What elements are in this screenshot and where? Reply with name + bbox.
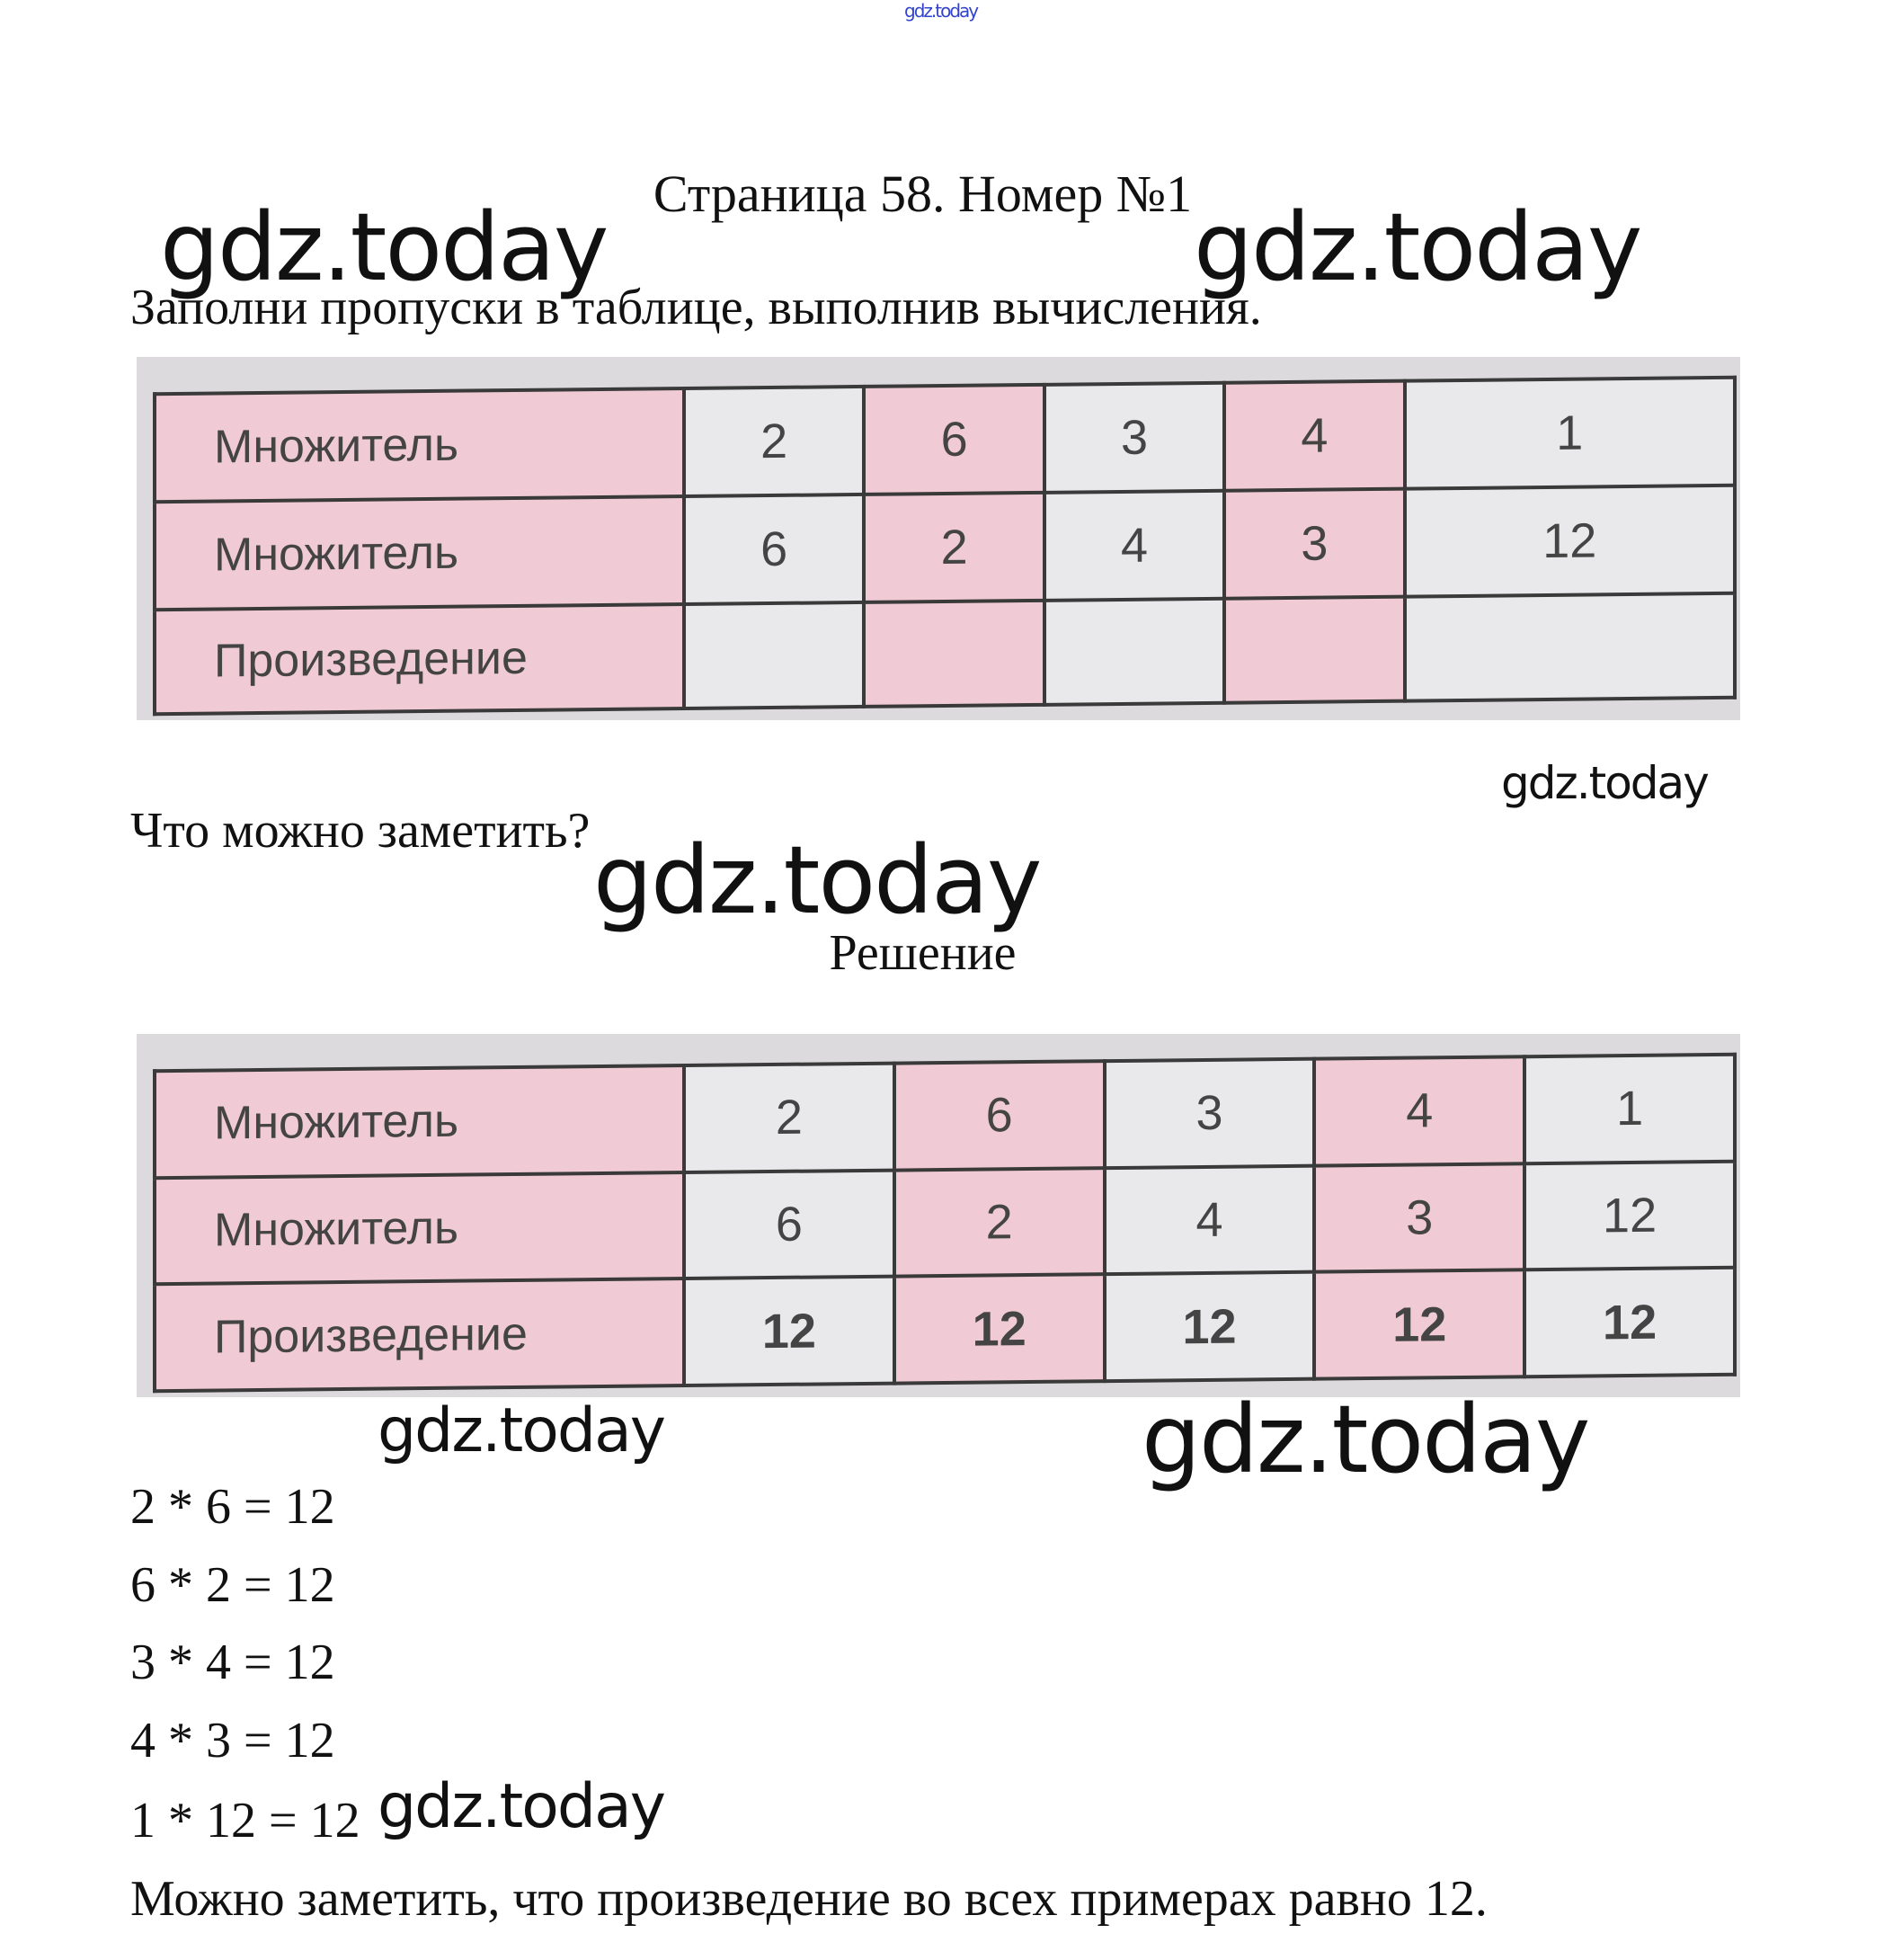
row-label: Произведение <box>155 603 684 715</box>
table-cell: 12 <box>1314 1270 1525 1379</box>
table-cell <box>864 600 1044 707</box>
watermark: gdz.today <box>1142 1385 1590 1494</box>
table-cell: 3 <box>1224 488 1405 599</box>
table-cell: 12 <box>1104 1272 1315 1382</box>
table-cell: 4 <box>1044 490 1225 601</box>
table-cell: 4 <box>1224 380 1405 491</box>
table-cell <box>1404 592 1735 701</box>
table-row: Множитель 2 6 3 4 1 <box>155 377 1735 503</box>
table-cell: 12 <box>893 1274 1105 1384</box>
table-cell: 4 <box>1104 1165 1315 1275</box>
table-row: Множитель 6 2 4 3 12 <box>155 1161 1735 1285</box>
solution-table: Множитель 2 6 3 4 1 Множитель 6 2 4 3 12 Произведени… <box>153 1053 1737 1393</box>
task-table-photo: Множитель 2 6 3 4 1 Множитель 6 2 4 3 12 Произведени… <box>137 357 1740 720</box>
conclusion-text: Можно заметить, что произведение во всех… <box>130 1871 1488 1927</box>
table-cell: 4 <box>1314 1056 1525 1166</box>
table-cell: 6 <box>864 384 1044 494</box>
row-label: Произведение <box>155 1278 684 1392</box>
table-cell: 2 <box>864 492 1044 602</box>
question-text: Что можно заметить? <box>130 803 591 859</box>
table-cell <box>1044 598 1225 705</box>
equation: 6 * 2 = 12 <box>130 1557 335 1613</box>
table-cell: 2 <box>684 386 865 496</box>
table-cell: 6 <box>893 1061 1105 1171</box>
watermark: gdz.today <box>593 825 1042 935</box>
table-cell: 3 <box>1104 1058 1315 1168</box>
table-row: Произведение 12 12 12 12 12 <box>155 1268 1735 1392</box>
table-cell: 3 <box>1044 382 1225 493</box>
table-cell: 12 <box>1404 485 1735 597</box>
solution-heading: Решение <box>829 925 1017 981</box>
watermark: gdz.today <box>1501 757 1710 809</box>
table-cell: 6 <box>684 494 865 604</box>
row-label: Множитель <box>155 388 684 503</box>
table-cell: 1 <box>1524 1054 1735 1163</box>
solution-table-photo: Множитель 2 6 3 4 1 Множитель 6 2 4 3 12 Произведени… <box>137 1034 1740 1397</box>
table-cell: 2 <box>893 1167 1105 1277</box>
table-cell: 12 <box>1524 1268 1735 1377</box>
table-cell: 12 <box>684 1276 894 1386</box>
table-cell: 1 <box>1404 377 1735 489</box>
equation: 4 * 3 = 12 <box>130 1713 335 1768</box>
watermark: gdz.today <box>1194 192 1642 302</box>
table-row: Множитель 2 6 3 4 1 <box>155 1054 1735 1178</box>
row-label: Множитель <box>155 1065 684 1178</box>
task-text: Заполни пропуски в таблице, выполнив выч… <box>130 280 1262 335</box>
task-table: Множитель 2 6 3 4 1 Множитель 6 2 4 3 12 Произведени… <box>153 376 1737 716</box>
table-cell <box>684 601 865 709</box>
watermark: gdz.today <box>160 192 609 302</box>
table-cell <box>1224 596 1405 703</box>
equation: 2 * 6 = 12 <box>130 1479 335 1535</box>
row-label: Множитель <box>155 495 684 610</box>
table-row: Произведение <box>155 592 1735 715</box>
page-title: Страница 58. Номер №1 <box>653 165 1193 223</box>
table-cell: 6 <box>684 1170 894 1279</box>
equation: 3 * 4 = 12 <box>130 1635 335 1690</box>
equation: 1 * 12 = 12 <box>130 1793 360 1849</box>
table-cell: 2 <box>684 1063 894 1172</box>
header-link[interactable]: gdz.today <box>904 0 979 22</box>
watermark: gdz.today <box>378 1771 666 1842</box>
table-cell: 12 <box>1524 1161 1735 1270</box>
watermark: gdz.today <box>378 1395 666 1466</box>
row-label: Множитель <box>155 1172 684 1285</box>
table-row: Множитель 6 2 4 3 12 <box>155 485 1735 610</box>
table-cell: 3 <box>1314 1163 1525 1273</box>
